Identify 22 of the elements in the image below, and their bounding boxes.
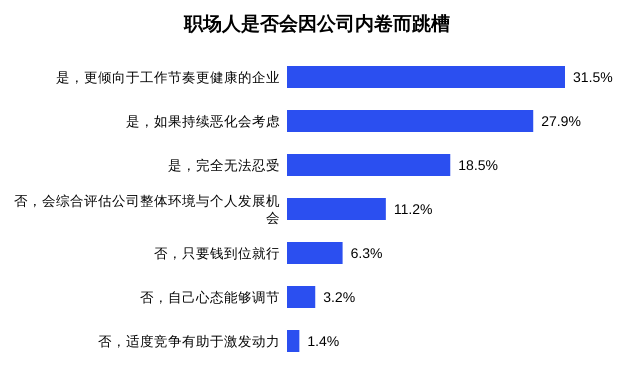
bar — [287, 154, 450, 176]
data-label: 27.9% — [541, 113, 581, 129]
y-tick-label: 否，自己心态能够调节 — [140, 290, 280, 305]
bar — [287, 286, 316, 308]
bar — [287, 330, 300, 352]
y-tick-label: 是，更倾向于工作节奏更健康的企业 — [56, 70, 280, 85]
y-tick-label: 否，会综合评估公司整体环境与个人发展机会 — [14, 194, 280, 226]
data-label: 3.2% — [323, 289, 356, 305]
y-tick-label: 是，完全无法忍受 — [168, 158, 280, 173]
data-label: 6.3% — [350, 245, 383, 261]
bar — [287, 110, 534, 132]
data-label: 18.5% — [458, 157, 498, 173]
data-label: 11.2% — [394, 201, 433, 217]
data-label: 1.4% — [307, 333, 340, 349]
y-tick-label: 否，适度竞争有助于激发动力 — [98, 334, 280, 349]
bar — [287, 66, 565, 88]
y-tick-label: 否，只要钱到位就行 — [154, 246, 280, 261]
y-tick-label: 是，如果持续恶化会考虑 — [126, 114, 280, 129]
chart-title: 职场人是否会因公司内卷而跳槽 — [183, 13, 450, 35]
data-label: 31.5% — [573, 69, 613, 85]
bar — [287, 198, 386, 220]
bar — [287, 242, 343, 264]
